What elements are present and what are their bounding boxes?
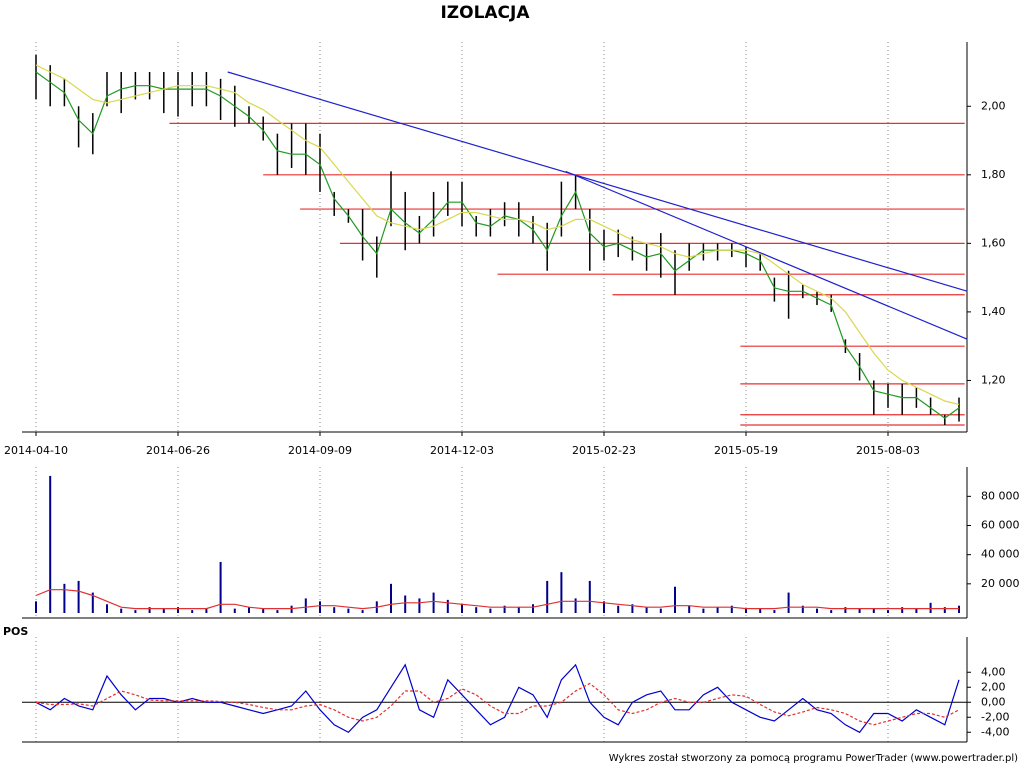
y-tick-label: 40 000	[981, 548, 1020, 561]
bar	[106, 604, 108, 613]
bar	[319, 601, 321, 613]
bar	[148, 607, 151, 613]
bar	[588, 580, 591, 613]
bar	[191, 610, 194, 613]
y-tick-label: 1,40	[981, 305, 1006, 318]
bar	[432, 592, 435, 613]
bar	[290, 605, 293, 613]
x-tick-label: 2015-08-03	[856, 444, 920, 457]
bar	[659, 608, 662, 613]
bar	[35, 601, 37, 613]
bar	[688, 605, 691, 613]
bar	[617, 605, 620, 613]
bar	[390, 583, 392, 613]
y-tick-label: -4,00	[981, 725, 1009, 738]
bar	[858, 608, 861, 613]
bar	[461, 604, 463, 613]
average-line	[35, 589, 959, 610]
series-line	[35, 682, 960, 726]
x-tick-label: 2014-09-09	[288, 444, 352, 457]
bar	[347, 608, 350, 613]
bar	[446, 599, 449, 613]
trend-line	[227, 71, 968, 292]
y-tick-label: 2,00	[981, 99, 1006, 112]
bar	[162, 608, 165, 613]
average-line	[35, 64, 960, 405]
y-tick-label: 60 000	[981, 519, 1020, 532]
trend-line	[565, 170, 968, 340]
bar	[745, 608, 747, 613]
bar	[262, 608, 265, 613]
chart-title: IZOLACJA	[440, 3, 530, 23]
y-tick-label: 1,60	[981, 236, 1006, 249]
bar	[787, 592, 790, 613]
bar	[929, 602, 932, 613]
bar	[233, 608, 236, 613]
bar	[943, 607, 946, 613]
bar	[830, 610, 833, 613]
footer: Wykres został stworzony za pomocą progra…	[609, 753, 1018, 764]
bar	[205, 608, 208, 613]
x-tick-label: 2015-05-19	[714, 444, 778, 457]
bar	[404, 595, 407, 613]
x-tick-label: 2014-04-10	[4, 444, 68, 457]
bar	[546, 580, 549, 613]
bar	[248, 607, 250, 613]
bar	[901, 607, 904, 613]
series-line	[35, 663, 960, 734]
bar	[915, 608, 918, 613]
bar	[958, 605, 960, 613]
y-tick-label: 80 000	[981, 489, 1020, 502]
bar	[801, 605, 804, 613]
y-tick-label: -2,00	[981, 710, 1009, 723]
bar	[560, 572, 563, 613]
bar	[219, 561, 222, 613]
bar	[730, 605, 733, 613]
y-tick-label: 2,00	[981, 680, 1006, 693]
bar	[844, 607, 847, 613]
bar	[77, 580, 80, 613]
bar	[574, 598, 577, 613]
y-tick-label: 4,00	[981, 665, 1006, 678]
average-line	[35, 71, 960, 419]
bar	[475, 607, 478, 613]
y-tick-label: 1,20	[981, 373, 1006, 386]
bar	[120, 608, 123, 613]
x-tick-label: 2015-02-23	[572, 444, 636, 457]
bar	[816, 608, 818, 613]
bar	[418, 598, 421, 613]
bar	[674, 586, 676, 613]
bar	[631, 604, 634, 613]
bar	[759, 608, 762, 613]
bar	[872, 608, 875, 613]
y-tick-label: 20 000	[981, 577, 1020, 590]
bar	[304, 598, 307, 613]
bar	[63, 583, 66, 613]
bar	[177, 607, 179, 613]
bar	[503, 605, 506, 613]
y-tick-label: 1,80	[981, 168, 1006, 181]
bar	[49, 475, 52, 613]
bar	[333, 607, 336, 613]
x-tick-label: 2014-12-03	[430, 444, 494, 457]
bar	[517, 607, 520, 613]
bar	[603, 601, 605, 613]
bar	[532, 604, 534, 613]
bar	[134, 610, 137, 613]
x-tick-label: 2014-06-26	[146, 444, 210, 457]
bar	[276, 610, 279, 613]
bar	[702, 608, 705, 613]
bar	[645, 607, 648, 613]
bar	[773, 610, 776, 613]
y-tick-label: 0,00	[981, 695, 1006, 708]
bar	[489, 608, 492, 613]
bar	[887, 610, 889, 613]
bar	[361, 610, 364, 613]
bar	[716, 607, 719, 613]
bar	[91, 592, 94, 613]
panel-title: POS	[3, 625, 28, 638]
